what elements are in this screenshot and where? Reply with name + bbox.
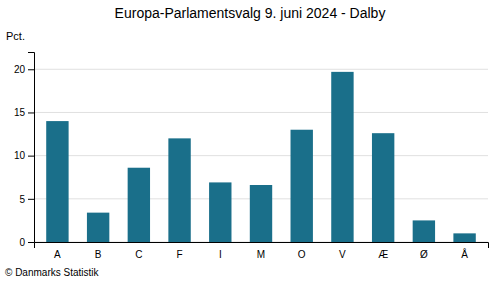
y-tick-mark xyxy=(28,69,34,70)
x-tick: O xyxy=(298,249,306,260)
x-tick-label: Å xyxy=(461,248,468,260)
bar xyxy=(46,121,68,242)
x-tick: I xyxy=(219,249,222,260)
bar xyxy=(413,220,435,242)
bar xyxy=(209,182,231,242)
x-tick-label: C xyxy=(135,249,142,260)
y-tick-mark xyxy=(28,199,34,200)
x-tick-label: V xyxy=(339,249,346,260)
x-tick-label: I xyxy=(219,249,222,260)
y-axis-label: Pct. xyxy=(6,30,25,42)
chart: Europa-Parlamentsvalg 9. juni 2024 - Dal… xyxy=(0,0,500,282)
x-tick: M xyxy=(257,249,265,260)
bar xyxy=(331,72,353,242)
bar xyxy=(128,168,150,242)
y-tick: 15 xyxy=(14,107,34,118)
y-tick: 0 xyxy=(19,237,34,248)
x-tick: C xyxy=(135,249,142,260)
x-tick-label: A xyxy=(54,249,61,260)
x-tick-label: B xyxy=(95,249,102,260)
bar xyxy=(250,185,272,242)
bar xyxy=(453,233,475,242)
x-tick: F xyxy=(177,249,183,260)
x-tick: B xyxy=(95,249,102,260)
x-tick: Å xyxy=(461,248,468,260)
plot: 0 5 10 15 20 A B C F I M O V Æ Ø Å xyxy=(14,53,489,261)
y-tick: 5 xyxy=(19,194,34,205)
y-tick-mark xyxy=(28,242,34,243)
bar xyxy=(291,130,313,242)
x-tick-label: Ø xyxy=(420,249,428,260)
x-axis: ABCFIMOVÆØÅ xyxy=(35,243,489,261)
y-tick-mark xyxy=(28,156,34,157)
y-tick: 20 xyxy=(14,64,34,75)
footer: © Danmarks Statistik xyxy=(5,267,100,278)
y-tick-mark xyxy=(28,112,34,113)
bars xyxy=(46,72,476,242)
bar xyxy=(168,138,190,242)
title: Europa-Parlamentsvalg 9. juni 2024 - Dal… xyxy=(115,5,386,21)
y-tick-label: 10 xyxy=(14,150,26,161)
grid-line xyxy=(34,155,488,156)
y-tick: 10 xyxy=(14,150,34,161)
x-tick: Ø xyxy=(420,249,428,260)
grid-line xyxy=(34,69,488,70)
x-tick-label: Æ xyxy=(378,249,388,260)
y-tick-label: 15 xyxy=(14,107,26,118)
x-axis-line xyxy=(35,243,489,249)
bar xyxy=(372,133,394,242)
bar xyxy=(87,213,109,242)
x-tick-label: O xyxy=(298,249,306,260)
y-tick-label: 5 xyxy=(19,194,25,205)
x-tick: A xyxy=(54,249,61,260)
y-tick-label: 20 xyxy=(14,64,26,75)
grid-line xyxy=(34,112,488,113)
x-tick: V xyxy=(339,249,346,260)
y-axis: 0 5 10 15 20 xyxy=(14,53,35,248)
y-tick-label: 0 xyxy=(19,237,25,248)
x-tick-label: M xyxy=(257,249,265,260)
grid xyxy=(34,69,488,242)
y-axis-line xyxy=(28,53,35,243)
x-tick: Æ xyxy=(378,249,388,260)
x-tick-label: F xyxy=(177,249,183,260)
